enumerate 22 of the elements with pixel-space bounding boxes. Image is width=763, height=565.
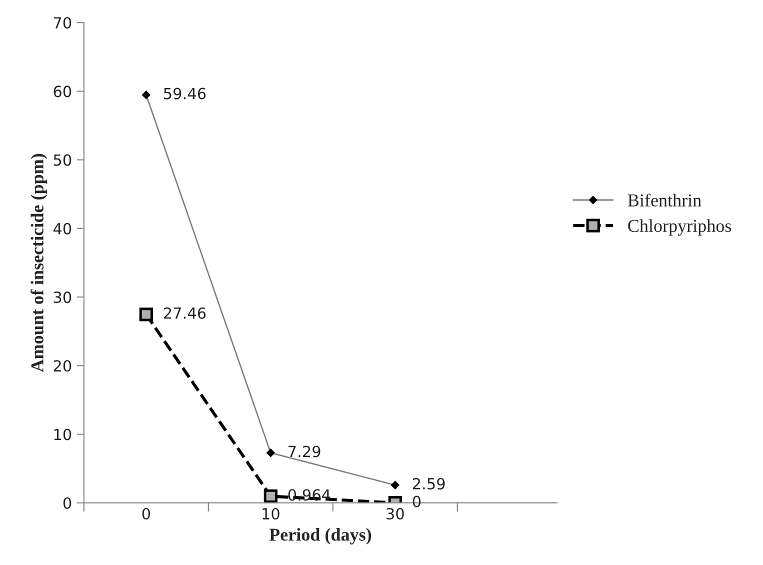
y-tick-label: 60 [54, 86, 72, 98]
data-label: 7.29 [288, 446, 320, 458]
data-label: 0 [412, 496, 421, 508]
y-tick-label: 10 [54, 428, 72, 440]
x-tick-label: 30 [386, 508, 404, 520]
data-label: 59.46 [164, 88, 206, 100]
y-tick-label: 20 [54, 360, 72, 372]
point [139, 308, 153, 322]
legend-label: Chlorpyriphos [628, 219, 732, 236]
x-tick-label: 0 [142, 508, 150, 520]
y-tick-label: 30 [54, 291, 72, 304]
y-axis-title: Amount of insecticide (ppm) [30, 154, 48, 372]
y-tick-label: 40 [53, 222, 72, 234]
y-tick-label: 0 [63, 497, 72, 509]
x-axis-title: Period (days) [269, 528, 372, 544]
y-tick-label: 70 [54, 17, 72, 29]
point [264, 489, 278, 503]
data-label: 2.59 [412, 478, 445, 490]
legend-label: Bifenthrin [628, 194, 702, 206]
y-tick-label: 50 [54, 154, 72, 166]
x-tick-label: 10 [262, 508, 280, 520]
data-label: 27.46 [164, 307, 206, 319]
